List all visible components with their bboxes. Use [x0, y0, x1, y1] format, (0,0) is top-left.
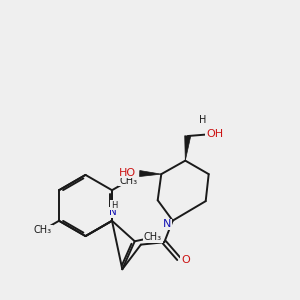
Polygon shape	[140, 170, 161, 176]
Text: CH₃: CH₃	[119, 176, 137, 186]
Text: OH: OH	[206, 129, 223, 139]
Text: CH₃: CH₃	[34, 225, 52, 235]
Polygon shape	[185, 136, 191, 160]
Text: H: H	[199, 115, 206, 124]
Text: H: H	[111, 201, 117, 210]
Text: N: N	[109, 207, 117, 218]
Text: CH₃: CH₃	[144, 232, 162, 242]
Text: O: O	[181, 255, 190, 265]
Text: HO: HO	[119, 168, 136, 178]
Text: N: N	[163, 219, 172, 229]
